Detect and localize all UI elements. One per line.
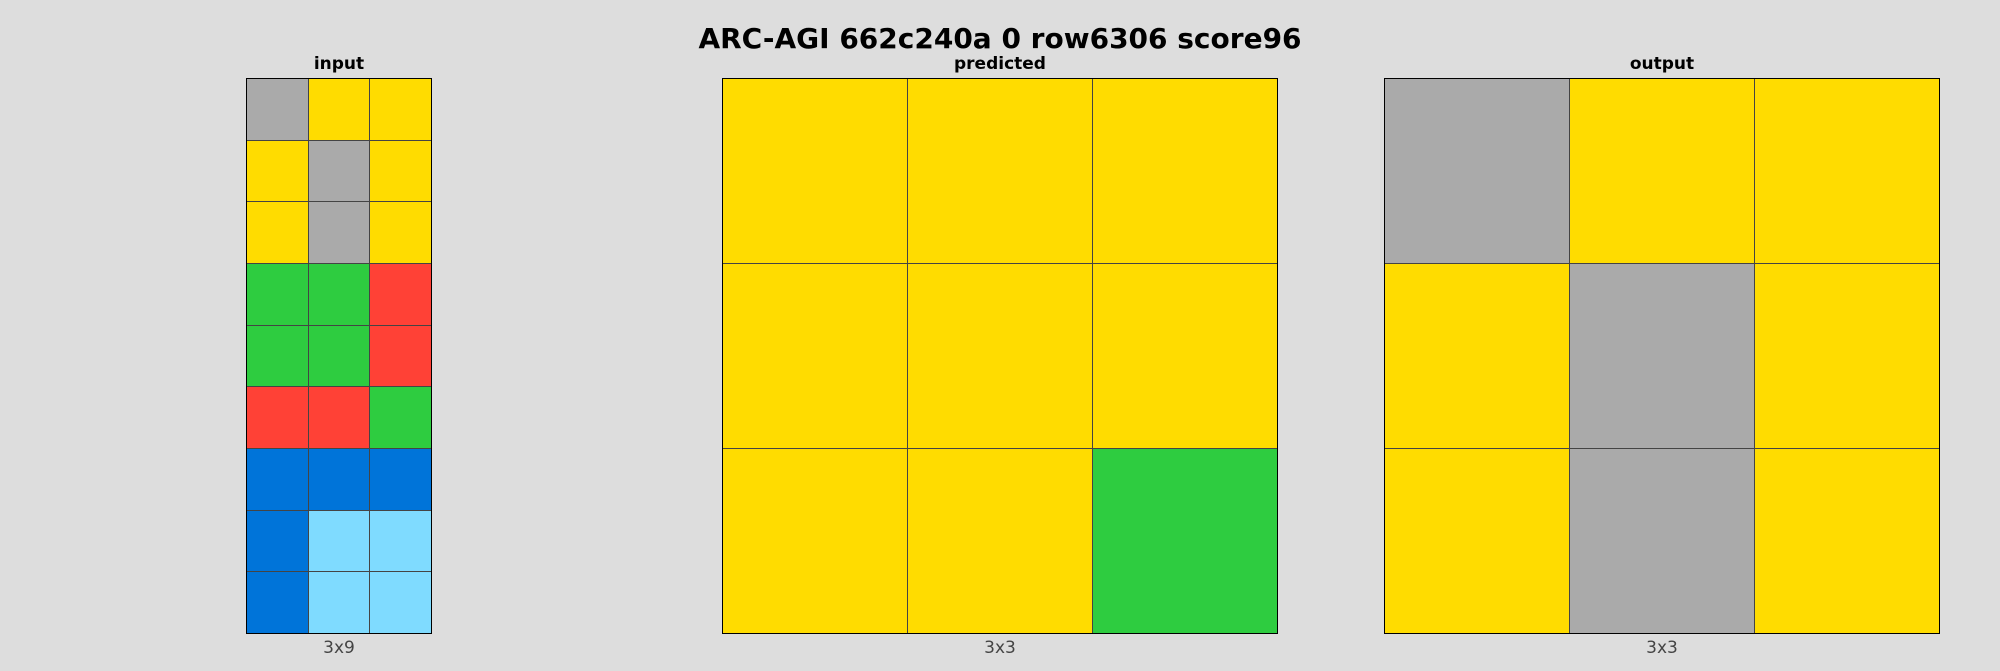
input-grid <box>246 78 432 634</box>
input-size-label: 3x9 <box>323 638 355 658</box>
input-cell <box>370 387 431 448</box>
predicted-cell <box>908 79 1092 263</box>
input-cell <box>370 264 431 325</box>
predicted-cell <box>908 449 1092 633</box>
predicted-cell <box>1093 449 1277 633</box>
input-cell <box>308 202 370 263</box>
input-cell <box>308 79 370 140</box>
input-cell <box>247 387 308 448</box>
output-panel: output 3x3 <box>1384 52 1940 662</box>
input-cell <box>308 264 370 325</box>
output-cell <box>1385 264 1569 448</box>
input-cell <box>247 325 308 387</box>
input-cell <box>308 449 370 510</box>
predicted-panel-title: predicted <box>954 54 1046 74</box>
output-size-label: 3x3 <box>1646 638 1678 658</box>
input-cell <box>247 202 308 263</box>
input-cell <box>247 264 308 325</box>
output-panel-title: output <box>1629 54 1695 74</box>
output-cell <box>1385 449 1569 633</box>
input-panel: input 3x9 <box>246 52 432 662</box>
output-grid <box>1384 78 1940 634</box>
predicted-cell <box>1093 264 1277 448</box>
input-cell <box>370 202 431 263</box>
input-cell <box>308 325 370 387</box>
input-cell <box>370 449 431 510</box>
input-cell <box>308 572 370 633</box>
input-cell <box>247 140 308 202</box>
input-cell <box>370 325 431 387</box>
input-cell <box>247 79 308 140</box>
input-cell <box>247 572 308 633</box>
input-cell <box>308 510 370 572</box>
output-cell <box>1385 79 1569 263</box>
output-cell <box>1755 449 1939 633</box>
input-cell <box>370 79 431 140</box>
predicted-panel: predicted 3x3 <box>722 52 1278 662</box>
predicted-cell <box>723 264 907 448</box>
output-cell <box>1755 264 1939 448</box>
figure-title: ARC-AGI 662c240a 0 row6306 score96 <box>698 22 1302 55</box>
input-cell <box>247 510 308 572</box>
input-cell <box>370 140 431 202</box>
input-cell <box>308 387 370 448</box>
predicted-cell <box>1093 79 1277 263</box>
input-cell <box>247 449 308 510</box>
output-cell <box>1755 79 1939 263</box>
output-cell <box>1570 264 1754 448</box>
predicted-cell <box>723 449 907 633</box>
input-cell <box>370 510 431 572</box>
predicted-grid <box>722 78 1278 634</box>
predicted-size-label: 3x3 <box>984 638 1016 658</box>
output-cell <box>1570 449 1754 633</box>
output-cell <box>1570 79 1754 263</box>
predicted-cell <box>723 79 907 263</box>
input-cell <box>370 572 431 633</box>
input-panel-title: input <box>313 54 365 74</box>
input-cell <box>308 140 370 202</box>
predicted-cell <box>908 264 1092 448</box>
